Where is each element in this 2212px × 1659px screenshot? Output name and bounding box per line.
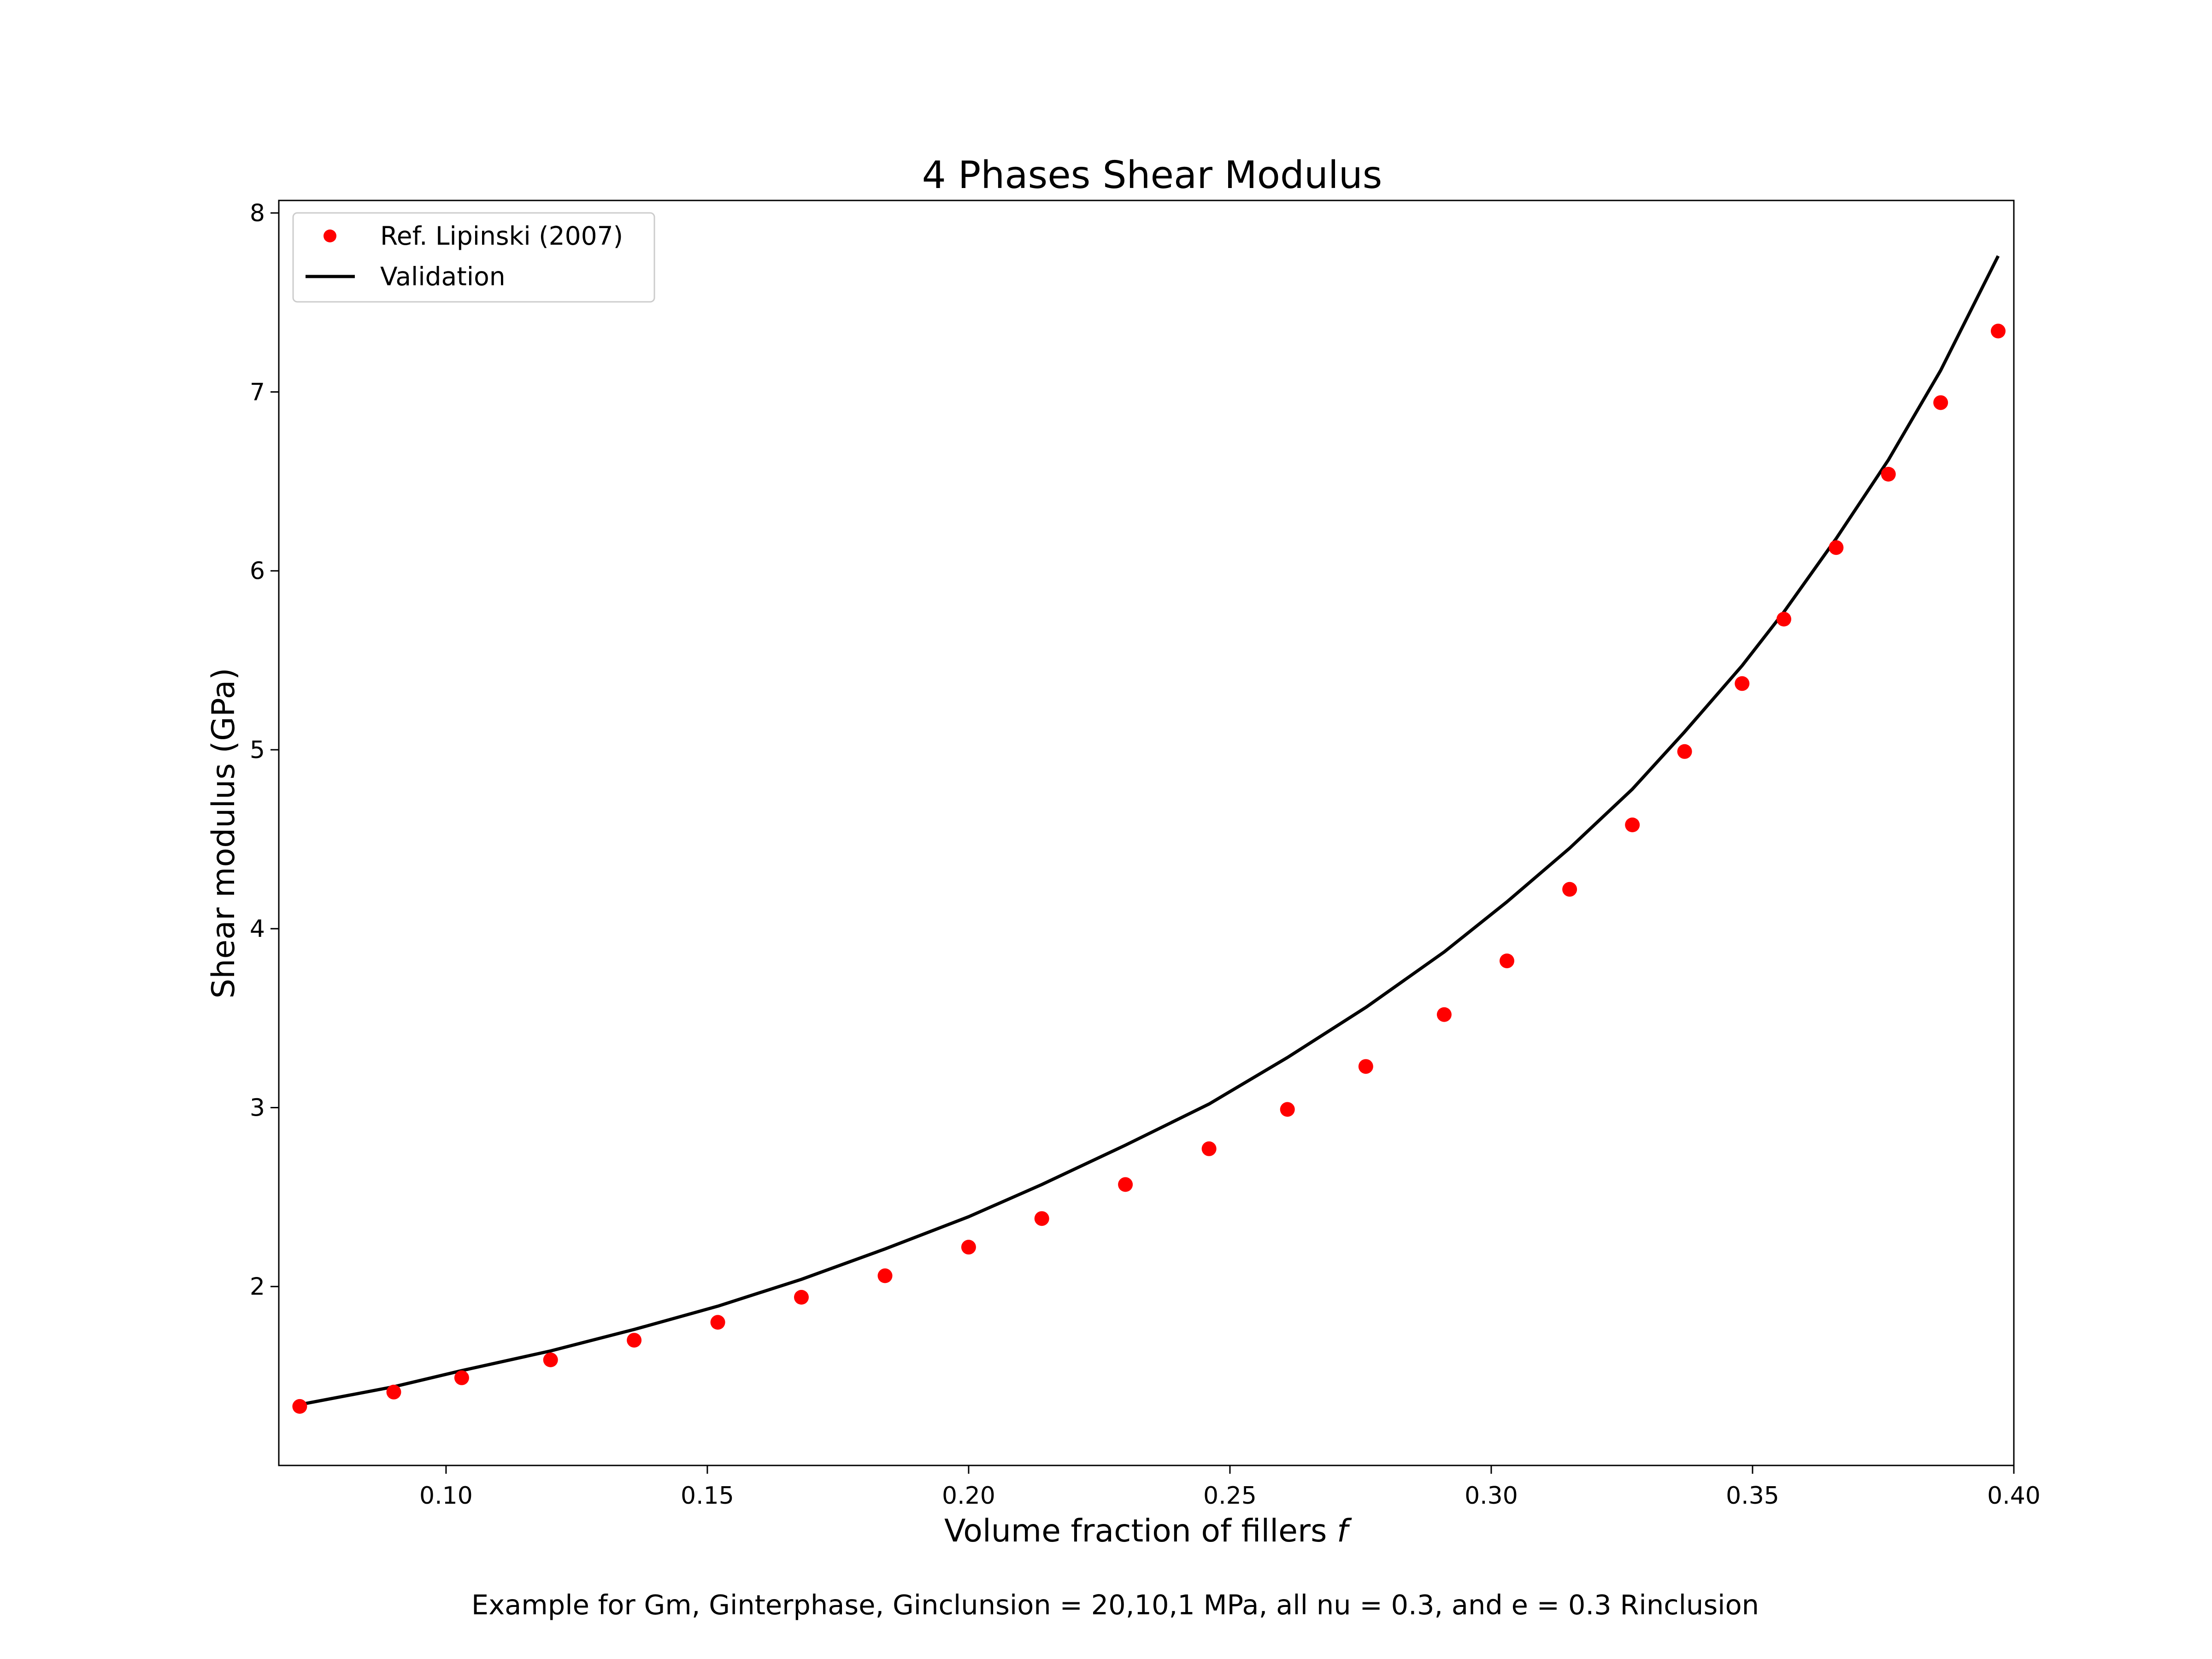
x-tick-label: 0.30 [1465, 1482, 1518, 1510]
y-tick-label: 3 [250, 1094, 265, 1122]
data-point-ref-lipinski [543, 1352, 558, 1367]
data-point-ref-lipinski [877, 1268, 893, 1283]
data-point-ref-lipinski [1118, 1177, 1133, 1192]
data-point-ref-lipinski [710, 1315, 725, 1330]
data-point-ref-lipinski [1358, 1059, 1373, 1074]
x-tick-label: 0.10 [419, 1482, 473, 1510]
data-point-ref-lipinski [292, 1399, 307, 1414]
y-tick-label: 7 [250, 378, 265, 406]
data-point-ref-lipinski [1034, 1211, 1049, 1226]
x-axis-ticks: 0.10 0.15 0.20 0.25 0.30 0.35 0.40 [419, 1465, 2041, 1510]
data-point-ref-lipinski [1201, 1141, 1217, 1156]
x-tick-label: 0.20 [942, 1482, 995, 1510]
legend-label-ref-lipinski: Ref. Lipinski (2007) [380, 221, 623, 251]
data-point-ref-lipinski [1933, 395, 1948, 410]
y-tick-label: 2 [250, 1273, 265, 1301]
data-point-ref-lipinski [386, 1384, 401, 1400]
y-axis-label: Shear modulus (GPa) [206, 668, 242, 999]
data-point-ref-lipinski [1881, 467, 1896, 482]
data-point-ref-lipinski [1436, 1007, 1452, 1022]
data-point-ref-lipinski [1829, 540, 1844, 555]
x-tick-label: 0.40 [1987, 1482, 2041, 1510]
y-tick-label: 6 [250, 558, 265, 585]
legend-box [292, 212, 655, 303]
series-layer [292, 255, 2006, 1414]
y-tick-label: 5 [250, 736, 265, 764]
data-point-ref-lipinski [1777, 612, 1791, 627]
data-point-ref-lipinski [1735, 676, 1750, 691]
x-tick-label: 0.15 [681, 1482, 734, 1510]
data-point-ref-lipinski [1625, 818, 1640, 832]
legend: Ref. Lipinski (2007) Validation [292, 212, 655, 303]
y-tick-label: 4 [250, 915, 265, 943]
x-tick-label: 0.25 [1203, 1482, 1257, 1510]
data-point-ref-lipinski [454, 1370, 469, 1385]
legend-marker-ref-lipinski [324, 229, 336, 242]
y-tick-label: 8 [250, 200, 265, 227]
data-point-ref-lipinski [627, 1333, 642, 1348]
data-point-ref-lipinski [1677, 744, 1692, 759]
chart-title: 4 Phases Shear Modulus [922, 153, 1382, 197]
x-axis-label: Volume fraction of fillers f [944, 1513, 1352, 1549]
data-point-ref-lipinski [1500, 953, 1514, 969]
data-point-ref-lipinski [1562, 882, 1577, 897]
data-point-ref-lipinski [1280, 1102, 1295, 1117]
data-point-ref-lipinski [1991, 324, 2006, 339]
figure-caption: Example for Gm, Ginterphase, Ginclunsion… [471, 1589, 1759, 1621]
legend-label-validation: Validation [380, 262, 506, 291]
plot-area-frame [278, 200, 2015, 1466]
x-tick-label: 0.35 [1726, 1482, 1779, 1510]
x-axis-label-text: Volume fraction of fillers [944, 1513, 1337, 1549]
y-axis-ticks: 2 3 4 5 6 7 8 [250, 200, 279, 1301]
data-point-ref-lipinski [794, 1290, 809, 1305]
data-point-ref-lipinski [961, 1240, 976, 1255]
